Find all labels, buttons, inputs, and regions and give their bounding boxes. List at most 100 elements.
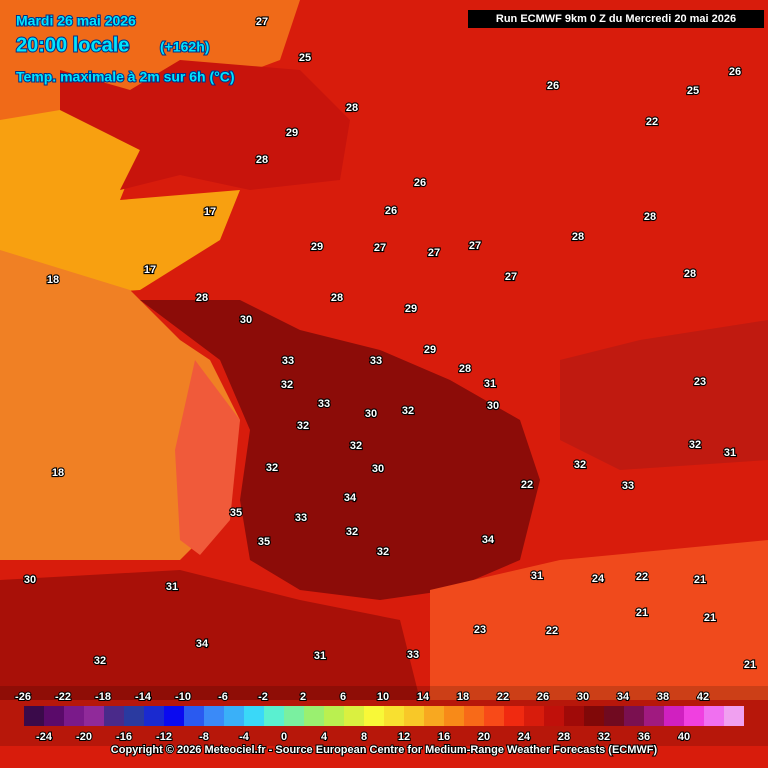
scale-label: 0 <box>281 731 287 743</box>
spain <box>0 570 420 700</box>
scale-cell <box>524 706 544 726</box>
temperature: 32 <box>402 405 414 417</box>
scale-label: -8 <box>199 731 209 743</box>
temperature: 30 <box>487 400 499 412</box>
temperature: 30 <box>365 408 377 420</box>
scale-label: -6 <box>218 691 228 703</box>
scale-label: 20 <box>478 731 490 743</box>
lead-time: (+162h) <box>160 39 209 55</box>
scale-label: 14 <box>417 691 430 703</box>
temperature-labels: 27 25 28 29 28 17 17 28 30 33 33 32 33 30 32 29 28 31 30 32… <box>23 15 757 672</box>
temperature: 22 <box>636 571 648 583</box>
scale-cell <box>424 706 444 726</box>
scale-cell <box>484 706 504 726</box>
temperature: 28 <box>346 102 358 114</box>
temperature: 30 <box>24 574 36 586</box>
temperature: 33 <box>295 512 307 524</box>
temperature: 28 <box>459 363 471 375</box>
scale-label: -20 <box>76 731 92 743</box>
scale-cell <box>244 706 264 726</box>
scale-cell <box>344 706 364 726</box>
scale-label: -18 <box>95 691 111 703</box>
temperature: 24 <box>592 573 605 585</box>
temperature: 31 <box>314 650 326 662</box>
temperature: 33 <box>318 398 330 410</box>
temperature: 34 <box>482 534 495 546</box>
temperature: 32 <box>94 655 106 667</box>
scale-label: 4 <box>321 731 328 743</box>
temperature: 25 <box>299 52 311 64</box>
date: Mardi 26 mai 2026 <box>16 13 136 29</box>
scale-cell <box>504 706 524 726</box>
scale-label: 22 <box>497 691 509 703</box>
temperature: 22 <box>546 625 558 637</box>
scale-cell <box>124 706 144 726</box>
scale-label: -26 <box>15 691 31 703</box>
temperature: 23 <box>474 624 486 636</box>
temperature: 26 <box>729 66 741 78</box>
scale-cell <box>464 706 484 726</box>
sea-channel <box>0 110 240 300</box>
scale-label: -14 <box>135 691 152 703</box>
temperature: 18 <box>47 274 59 286</box>
temperature: 32 <box>377 546 389 558</box>
scale-label: 18 <box>457 691 469 703</box>
temperature: 21 <box>704 612 716 624</box>
scale-cell <box>24 706 44 726</box>
temperature: 32 <box>574 459 586 471</box>
alps <box>560 320 768 470</box>
temperature: 27 <box>505 271 517 283</box>
temperature: 31 <box>484 378 496 390</box>
temperature: 17 <box>144 264 156 276</box>
temperature: 27 <box>256 16 268 28</box>
temperature: 33 <box>282 355 294 367</box>
scale-label: -16 <box>116 731 132 743</box>
england <box>60 60 350 190</box>
temperature: 29 <box>424 344 436 356</box>
mediterranean <box>430 540 768 700</box>
temperature: 32 <box>297 420 309 432</box>
scale-cell <box>104 706 124 726</box>
scale-cell <box>304 706 324 726</box>
temperature: 21 <box>694 574 706 586</box>
scale-label: -24 <box>36 731 53 743</box>
temperature: 30 <box>372 463 384 475</box>
scale-cell <box>684 706 704 726</box>
scale-label: 42 <box>697 691 709 703</box>
temperature: 28 <box>684 268 696 280</box>
scale-cell <box>184 706 204 726</box>
scale-label: -12 <box>156 731 172 743</box>
scale-label: -2 <box>258 691 268 703</box>
scale-label: 24 <box>518 731 531 743</box>
temperature: 17 <box>204 206 216 218</box>
scale-cell <box>404 706 424 726</box>
scale-cell <box>624 706 644 726</box>
scale-label: 12 <box>398 731 410 743</box>
scale-cell <box>704 706 724 726</box>
temperature: 32 <box>350 440 362 452</box>
scale-label: 28 <box>558 731 570 743</box>
scale-label: -4 <box>239 731 250 743</box>
scale-cell <box>444 706 464 726</box>
run-info: Run ECMWF 9km 0 Z du Mercredi 20 mai 202… <box>496 13 736 25</box>
temperature: 25 <box>687 85 699 97</box>
temperature: 31 <box>531 570 543 582</box>
scale-label: -22 <box>55 691 71 703</box>
temperature: 34 <box>196 638 209 650</box>
copyright: Copyright © 2026 Meteociel.fr - Source E… <box>111 744 658 756</box>
temperature: 27 <box>428 247 440 259</box>
temperature: 27 <box>374 242 386 254</box>
scale-label: 26 <box>537 691 549 703</box>
scale-label: 36 <box>638 731 650 743</box>
temperature: 33 <box>370 355 382 367</box>
scale-cell <box>604 706 624 726</box>
scale-label: 30 <box>577 691 589 703</box>
scale-cell <box>44 706 64 726</box>
temperature: 22 <box>521 479 533 491</box>
scale-cell <box>644 706 664 726</box>
scale-label: 32 <box>598 731 610 743</box>
scale-cell <box>544 706 564 726</box>
temperature: 28 <box>196 292 208 304</box>
scale-cell <box>264 706 284 726</box>
